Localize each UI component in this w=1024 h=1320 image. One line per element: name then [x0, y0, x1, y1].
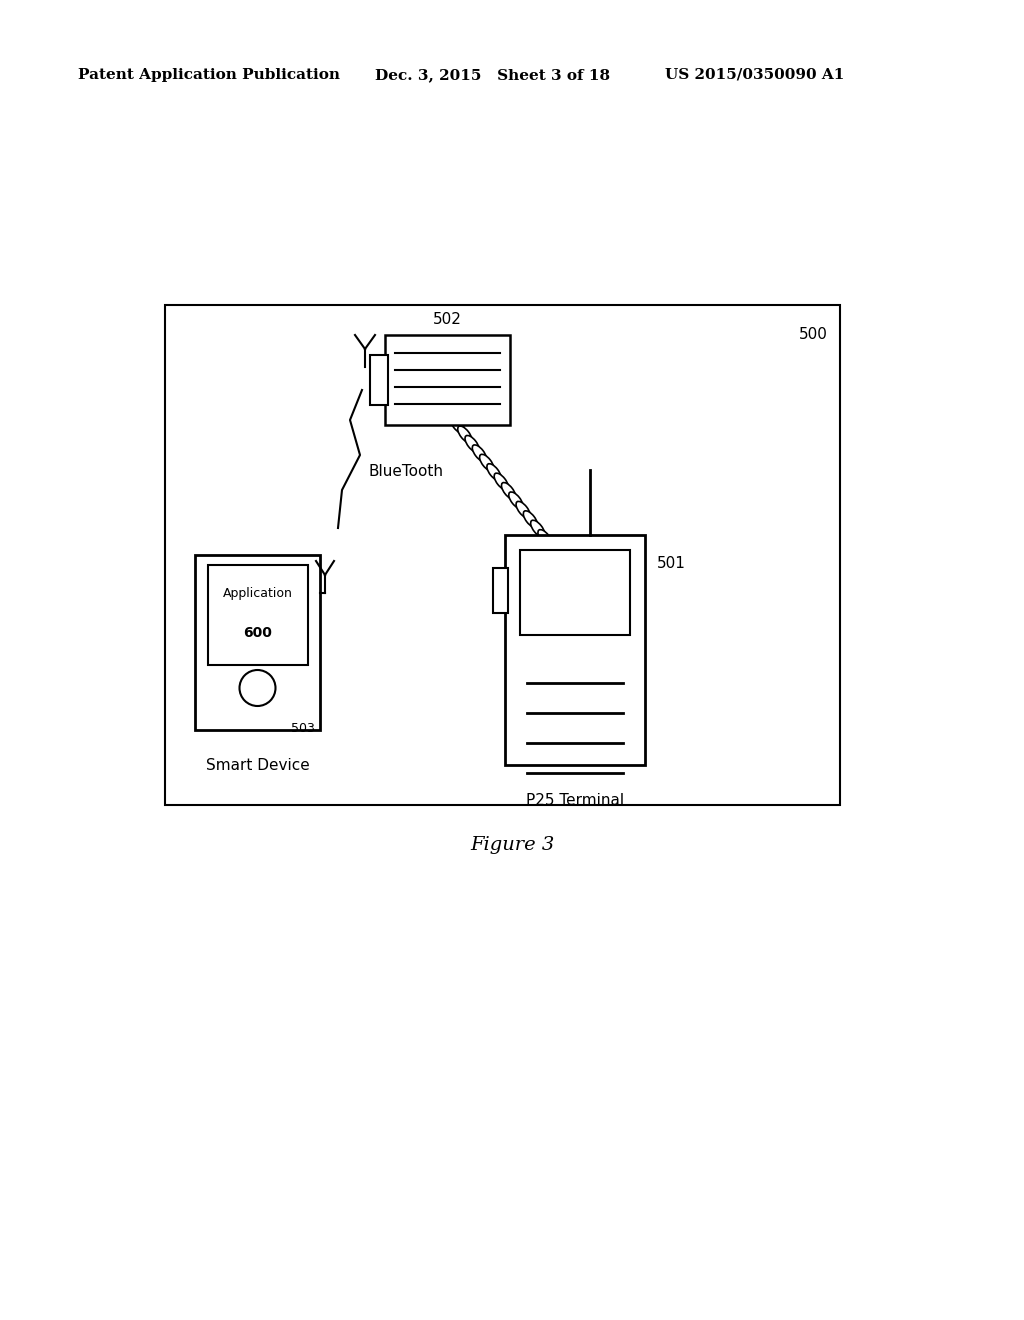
Ellipse shape — [502, 483, 516, 499]
Text: Smart Device: Smart Device — [206, 758, 309, 774]
Ellipse shape — [530, 520, 545, 537]
Ellipse shape — [465, 436, 479, 453]
Ellipse shape — [516, 502, 530, 519]
Bar — [165, 305, 840, 805]
Text: 500: 500 — [799, 327, 828, 342]
Text: US 2015/0350090 A1: US 2015/0350090 A1 — [665, 69, 845, 82]
Text: 501: 501 — [657, 556, 686, 570]
Ellipse shape — [486, 463, 501, 480]
Bar — [493, 568, 508, 612]
Ellipse shape — [538, 529, 552, 546]
Bar — [195, 554, 319, 730]
Bar — [370, 355, 388, 405]
Text: Figure 3: Figure 3 — [470, 836, 554, 854]
Text: 503: 503 — [291, 722, 315, 735]
Bar — [505, 535, 645, 766]
Bar — [385, 335, 510, 425]
Text: Application: Application — [223, 586, 293, 599]
Text: 600: 600 — [244, 626, 272, 640]
Ellipse shape — [509, 492, 523, 508]
Text: Dec. 3, 2015   Sheet 3 of 18: Dec. 3, 2015 Sheet 3 of 18 — [375, 69, 610, 82]
Bar — [208, 565, 308, 665]
Text: 502: 502 — [433, 312, 462, 327]
Text: BlueTooth: BlueTooth — [368, 465, 443, 479]
Bar — [520, 550, 630, 635]
Ellipse shape — [495, 473, 508, 490]
Ellipse shape — [451, 417, 465, 433]
Text: Patent Application Publication: Patent Application Publication — [78, 69, 340, 82]
Ellipse shape — [479, 454, 494, 471]
Ellipse shape — [523, 511, 538, 528]
Ellipse shape — [472, 445, 486, 462]
Ellipse shape — [458, 426, 472, 442]
Text: P25 Terminal: P25 Terminal — [526, 793, 624, 808]
